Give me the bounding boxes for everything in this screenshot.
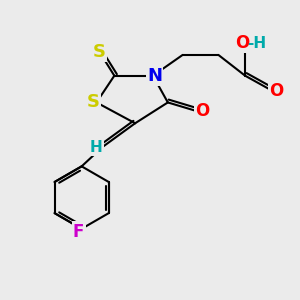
Text: H: H: [90, 140, 103, 154]
Text: O: O: [269, 82, 284, 100]
Text: S: S: [87, 93, 100, 111]
Text: F: F: [73, 223, 84, 241]
Text: N: N: [147, 67, 162, 85]
Text: S: S: [93, 43, 106, 61]
Text: O: O: [195, 102, 209, 120]
Text: -H: -H: [247, 35, 266, 50]
Text: O: O: [235, 34, 249, 52]
